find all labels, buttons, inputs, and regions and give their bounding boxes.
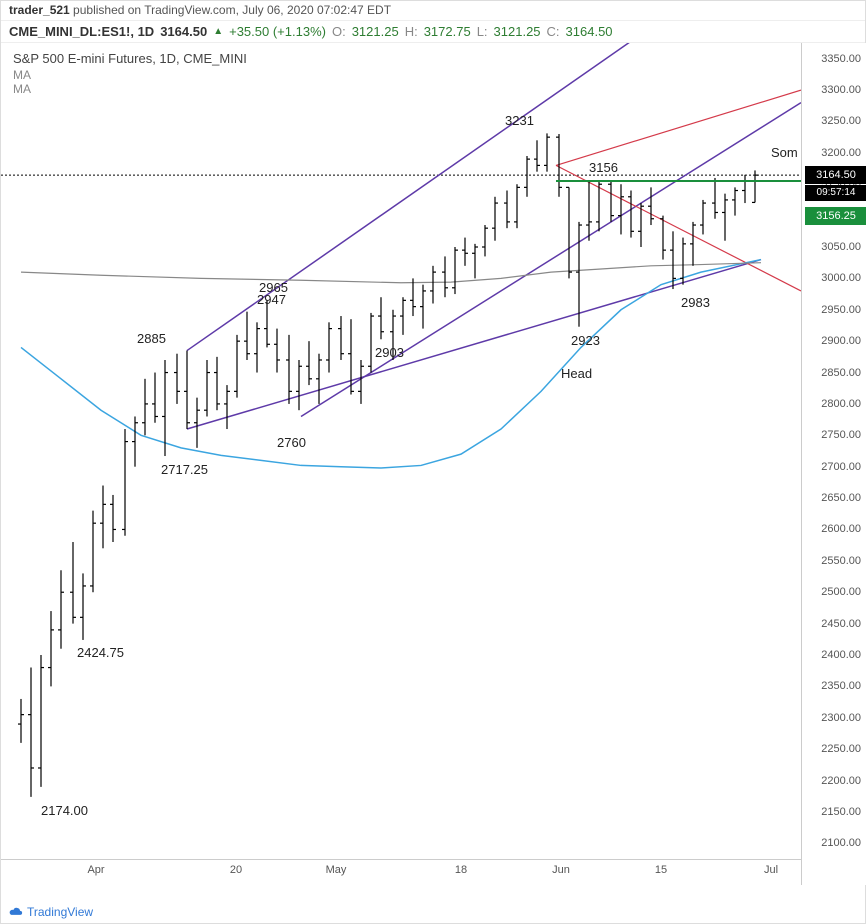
y-tick: 2550.00 — [821, 555, 861, 567]
y-tick: 3350.00 — [821, 53, 861, 65]
x-tick: Jul — [764, 864, 778, 876]
indicator-ma2[interactable]: MA — [13, 82, 247, 96]
tradingview-brand[interactable]: TradingView — [9, 905, 93, 919]
neckline — [556, 180, 801, 182]
publish-header: trader_521 published on TradingView.com,… — [1, 1, 865, 21]
y-tick: 2100.00 — [821, 837, 861, 849]
y-tick: 2200.00 — [821, 775, 861, 787]
y-tick: 2800.00 — [821, 398, 861, 410]
chart-title: S&P 500 E-mini Futures, 1D, CME_MINI — [13, 51, 247, 66]
y-tick: 2450.00 — [821, 618, 861, 630]
plot-area[interactable]: 2174.002424.752717.252760288529032947296… — [1, 43, 801, 859]
y-tick: 2950.00 — [821, 304, 861, 316]
y-tick: 2650.00 — [821, 492, 861, 504]
y-tick: 3250.00 — [821, 115, 861, 127]
price-annotation: 3231 — [505, 113, 534, 128]
y-tick: 2900.00 — [821, 335, 861, 347]
price-annotation: 2903 — [375, 345, 404, 360]
y-tick: 2750.00 — [821, 429, 861, 441]
up-arrow-icon: ▲ — [213, 26, 223, 37]
price-tag: 3156.25 — [805, 207, 866, 225]
price-annotation: 2717.25 — [161, 462, 208, 477]
publisher-name: trader_521 — [9, 3, 70, 17]
y-tick: 2300.00 — [821, 712, 861, 724]
x-tick: Apr — [87, 864, 104, 876]
chart-title-block: S&P 500 E-mini Futures, 1D, CME_MINI MA … — [13, 51, 247, 96]
y-tick: 2500.00 — [821, 586, 861, 598]
price-annotation: 3156 — [589, 160, 618, 175]
y-tick: 3300.00 — [821, 84, 861, 96]
last-price: 3164.50 — [160, 24, 207, 39]
indicator-ma1[interactable]: MA — [13, 68, 247, 82]
price-annotation: 2965 — [259, 280, 288, 295]
y-axis[interactable]: 3350.003300.003250.003200.003150.003100.… — [801, 43, 866, 885]
y-tick: 2850.00 — [821, 367, 861, 379]
symbol[interactable]: CME_MINI_DL:ES1!, 1D — [9, 24, 154, 39]
x-tick: May — [326, 864, 347, 876]
x-tick: Jun — [552, 864, 570, 876]
x-axis[interactable]: Apr 20 May 18 Jun 15 Jul — [1, 859, 801, 885]
y-tick: 2700.00 — [821, 461, 861, 473]
x-tick: 15 — [655, 864, 667, 876]
price-annotation: 2983 — [681, 295, 710, 310]
chart-area[interactable]: 2174.002424.752717.252760288529032947296… — [1, 43, 866, 885]
y-tick: 2250.00 — [821, 743, 861, 755]
bar-countdown: 09:57:14 — [805, 185, 866, 201]
symbol-info-bar: CME_MINI_DL:ES1!, 1D 3164.50 ▲ +35.50 (+… — [1, 21, 865, 43]
price-annotation: 2424.75 — [77, 645, 124, 660]
y-tick: 2400.00 — [821, 649, 861, 661]
cloud-icon — [9, 905, 23, 919]
price-annotation: 2174.00 — [41, 803, 88, 818]
y-tick: 2350.00 — [821, 680, 861, 692]
price-annotation: 2923 — [571, 333, 600, 348]
y-tick: 3050.00 — [821, 241, 861, 253]
y-tick: 3200.00 — [821, 147, 861, 159]
price-tag: 3164.50 — [805, 166, 866, 184]
x-tick: 18 — [455, 864, 467, 876]
price-annotation: Head — [561, 366, 592, 381]
y-tick: 2600.00 — [821, 523, 861, 535]
price-annotation: Som — [771, 145, 798, 160]
y-tick: 3000.00 — [821, 272, 861, 284]
y-tick: 2150.00 — [821, 806, 861, 818]
price-annotation: 2760 — [277, 435, 306, 450]
x-tick: 20 — [230, 864, 242, 876]
price-change: +35.50 (+1.13%) — [229, 24, 326, 39]
price-annotation: 2885 — [137, 331, 166, 346]
